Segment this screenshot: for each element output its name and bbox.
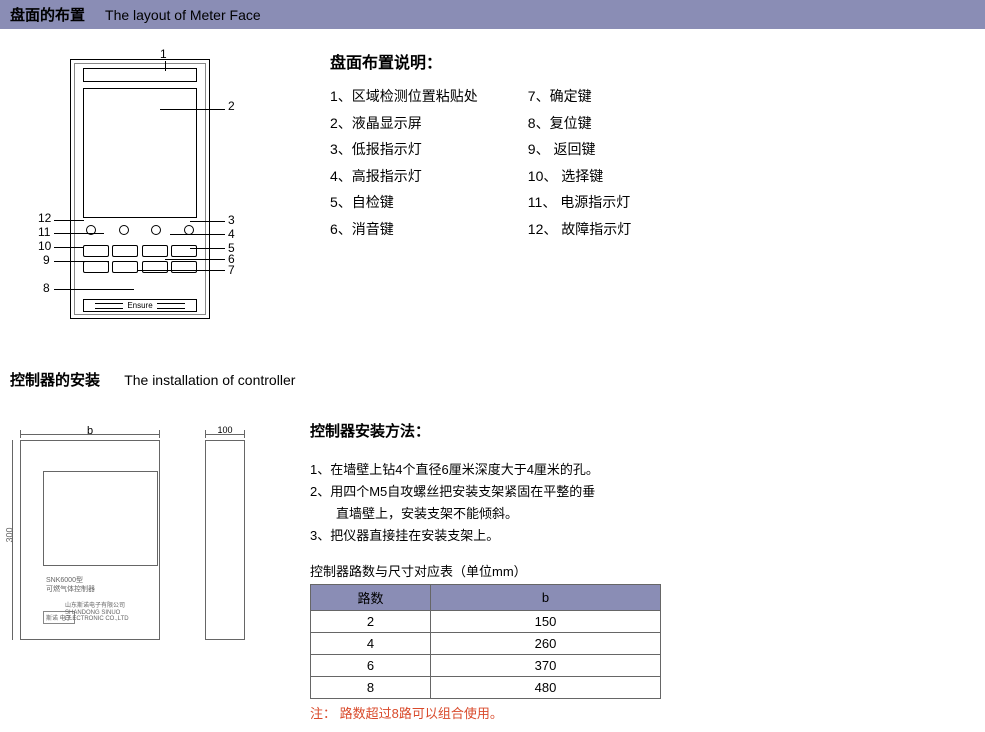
dim-height-label: 300 xyxy=(5,527,15,542)
table-row: 2150 xyxy=(311,611,661,633)
callout-7: 7 xyxy=(228,263,235,277)
legend-item: 5、自检键 xyxy=(330,189,478,216)
table-row: 8480 xyxy=(311,677,661,699)
callout-12: 12 xyxy=(38,211,51,225)
legend-col-left: 1、区域检测位置粘贴处 2、液晶显示屏 3、低报指示灯 4、高报指示灯 5、自检… xyxy=(330,83,478,243)
meter-face-diagram: Ensure 1 2 3 4 5 6 7 12 11 10 9 8 xyxy=(10,49,270,329)
install-text-block: 控制器安装方法： 1、在墙壁上钻4个直径6厘米深度大于4厘米的孔。 2、用四个M… xyxy=(310,420,975,722)
legend-item: 6、消音键 xyxy=(330,216,478,243)
callout-10: 10 xyxy=(38,239,51,253)
company-en: SHANDONG SINUO ELECTRONIC CO.,LTD xyxy=(65,610,159,623)
callout-8: 8 xyxy=(43,281,50,295)
legend-title: 盘面布置说明： xyxy=(330,49,631,73)
section1-header: 盘面的布置 The layout of Meter Face xyxy=(0,0,985,29)
callout-9: 9 xyxy=(43,253,50,267)
section1-title-en: The layout of Meter Face xyxy=(105,7,261,23)
install-method-title: 控制器安装方法： xyxy=(310,420,975,441)
brand-label: Ensure xyxy=(83,299,197,312)
dim-b-label: b xyxy=(20,425,160,437)
label-strip xyxy=(83,68,197,82)
dimension-table: 路数 b 2150 4260 6370 8480 xyxy=(310,584,661,699)
callout-3: 3 xyxy=(228,213,235,227)
table-header: b xyxy=(431,585,661,611)
legend-item: 1、区域检测位置粘贴处 xyxy=(330,83,478,110)
legend-item: 9、 返回键 xyxy=(528,136,631,163)
legend-item: 11、 电源指示灯 xyxy=(528,189,631,216)
table-row: 6370 xyxy=(311,655,661,677)
led-11 xyxy=(119,225,129,235)
side-view: 100 xyxy=(200,430,260,650)
install-step: 2、用四个M5自攻螺丝把安装支架紧固在平整的垂 xyxy=(310,481,975,503)
table-note: 注： 路数超过8路可以组合使用。 xyxy=(310,703,975,722)
table-row: 4260 xyxy=(311,633,661,655)
callout-11: 11 xyxy=(38,225,50,239)
legend-item: 12、 故障指示灯 xyxy=(528,216,631,243)
section1-title-zh: 盘面的布置 xyxy=(10,4,85,25)
front-view: b 300 SNK6000型 可燃气体控制器 斯诺 电子 山东斯诺电子有限公司 … xyxy=(10,430,170,650)
legend: 盘面布置说明： 1、区域检测位置粘贴处 2、液晶显示屏 3、低报指示灯 4、高报… xyxy=(330,49,631,329)
install-step: 1、在墙壁上钻4个直径6厘米深度大于4厘米的孔。 xyxy=(310,459,975,481)
legend-item: 4、高报指示灯 xyxy=(330,163,478,190)
company-zh: 山东斯诺电子有限公司 xyxy=(65,603,159,610)
legend-col-right: 7、确定键 8、复位键 9、 返回键 10、 选择键 11、 电源指示灯 12、… xyxy=(528,83,631,243)
legend-item: 2、液晶显示屏 xyxy=(330,110,478,137)
install-step: 直墙壁上，安装支架不能倾斜。 xyxy=(310,503,975,525)
callout-4: 4 xyxy=(228,227,235,241)
model-text2: 可燃气体控制器 xyxy=(46,585,95,594)
led-4 xyxy=(151,225,161,235)
lcd-screen xyxy=(83,88,197,218)
legend-item: 3、低报指示灯 xyxy=(330,136,478,163)
legend-item: 7、确定键 xyxy=(528,83,631,110)
callout-1: 1 xyxy=(160,47,167,61)
table-header: 路数 xyxy=(311,585,431,611)
callout-2: 2 xyxy=(228,99,235,113)
section2-title-zh: 控制器的安装 xyxy=(10,372,100,389)
install-step: 3、把仪器直接挂在安装支架上。 xyxy=(310,525,975,547)
model-text: SNK6000型 xyxy=(46,576,95,585)
legend-item: 8、复位键 xyxy=(528,110,631,137)
section2-header: 控制器的安装 The installation of controller xyxy=(0,359,985,400)
legend-item: 10、 选择键 xyxy=(528,163,631,190)
table-caption: 控制器路数与尺寸对应表（单位mm） xyxy=(310,561,975,580)
install-diagrams: b 300 SNK6000型 可燃气体控制器 斯诺 电子 山东斯诺电子有限公司 … xyxy=(10,420,260,722)
section2-title-en: The installation of controller xyxy=(124,372,295,388)
